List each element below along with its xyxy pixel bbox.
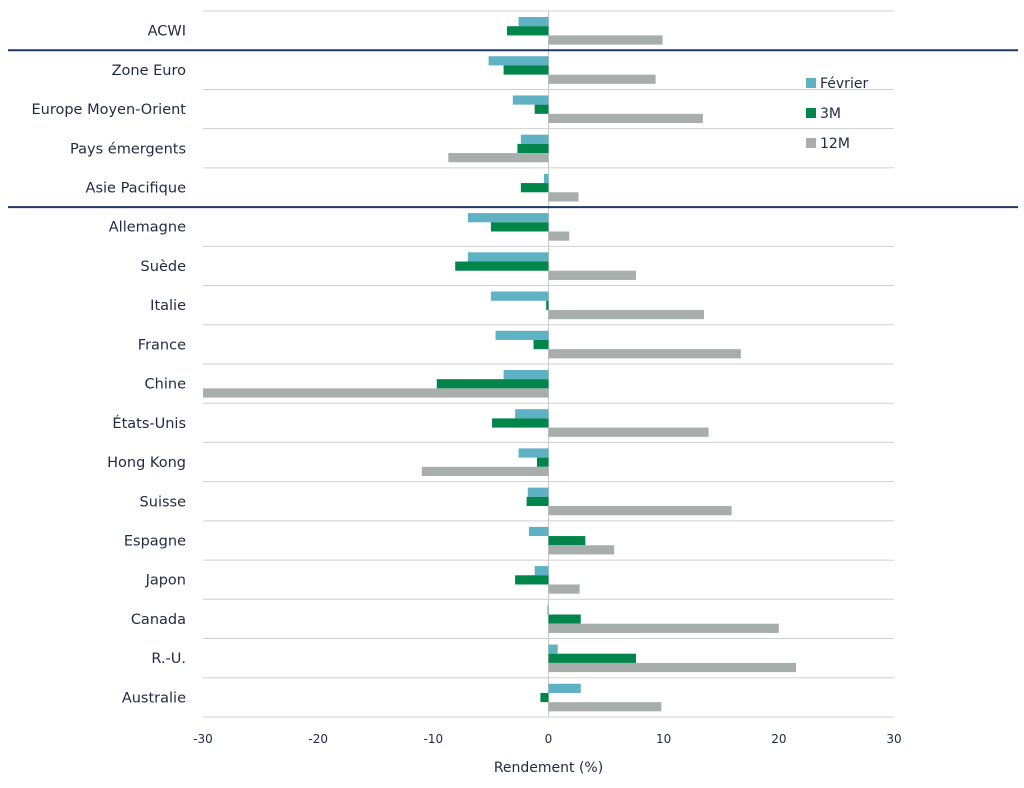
category-label: ACWI bbox=[148, 24, 186, 40]
bar-f-vrier bbox=[515, 409, 549, 419]
bar-3m bbox=[520, 183, 549, 193]
category-label: Allemagne bbox=[109, 220, 186, 236]
bar-f-vrier bbox=[543, 173, 549, 184]
bar-3m bbox=[548, 614, 581, 624]
bar-3m bbox=[503, 65, 549, 75]
bar-12m bbox=[421, 466, 549, 477]
bar-12m bbox=[548, 702, 662, 712]
category-label: Suède bbox=[141, 259, 187, 275]
bar-12m bbox=[548, 623, 779, 633]
bar-3m bbox=[536, 457, 549, 467]
bar-12m bbox=[548, 584, 580, 594]
bar-3m bbox=[548, 536, 586, 546]
bar-12m bbox=[548, 349, 741, 359]
bar-3m bbox=[546, 300, 549, 310]
bar-f-vrier bbox=[527, 487, 549, 497]
category-label: États-Unis bbox=[112, 415, 186, 432]
bar-3m bbox=[517, 143, 549, 154]
bar-12m bbox=[548, 662, 797, 673]
bar-f-vrier bbox=[518, 448, 549, 458]
bar-12m bbox=[548, 309, 704, 320]
bar-3m bbox=[492, 418, 549, 428]
bar-3m bbox=[436, 379, 549, 389]
bar-12m bbox=[548, 506, 732, 516]
legend-swatch bbox=[806, 78, 816, 88]
x-tick-label: 30 bbox=[886, 732, 901, 746]
bar-f-vrier bbox=[520, 134, 549, 144]
bar-12m bbox=[203, 388, 549, 398]
bar-12m bbox=[548, 192, 579, 202]
category-label: Canada bbox=[131, 612, 186, 628]
category-label: Asie Pacifique bbox=[86, 180, 187, 196]
bar-f-vrier bbox=[488, 56, 549, 66]
bar-12m bbox=[548, 231, 570, 241]
bar-12m bbox=[548, 545, 615, 555]
bar-f-vrier bbox=[512, 95, 549, 105]
x-tick-label: 10 bbox=[656, 732, 671, 746]
bar-3m bbox=[534, 104, 549, 114]
bar-3m bbox=[548, 653, 637, 663]
bar-f-vrier bbox=[528, 526, 549, 537]
legend-label: 3M bbox=[820, 106, 841, 122]
category-label: Hong Kong bbox=[107, 455, 186, 471]
bar-12m bbox=[548, 270, 637, 280]
bar-12m bbox=[448, 153, 549, 163]
legend-swatch bbox=[806, 138, 816, 148]
category-label: Zone Euro bbox=[112, 63, 187, 79]
bar-f-vrier bbox=[503, 369, 549, 380]
bar-f-vrier bbox=[490, 291, 549, 301]
bar-f-vrier bbox=[548, 683, 581, 693]
legend-swatch bbox=[806, 108, 816, 118]
category-label: Australie bbox=[122, 690, 186, 706]
legend-label: 12M bbox=[820, 136, 850, 152]
bar-12m bbox=[548, 74, 656, 84]
bar-3m bbox=[515, 575, 549, 585]
category-label: Suisse bbox=[140, 494, 187, 510]
bar-f-vrier bbox=[534, 566, 549, 576]
x-tick-label: -30 bbox=[193, 732, 213, 746]
bar-3m bbox=[490, 222, 549, 232]
bar-f-vrier bbox=[495, 330, 549, 340]
bar-3m bbox=[540, 692, 549, 703]
x-tick-label: 20 bbox=[771, 732, 786, 746]
bar-f-vrier bbox=[518, 17, 549, 27]
bar-3m bbox=[533, 339, 549, 350]
x-tick-label: -10 bbox=[424, 732, 444, 746]
bar-3m bbox=[455, 261, 549, 271]
category-label: Espagne bbox=[124, 533, 186, 549]
category-label: R.-U. bbox=[151, 651, 186, 667]
legend-label: Février bbox=[820, 76, 868, 92]
bar-f-vrier bbox=[547, 605, 549, 615]
bar-f-vrier bbox=[548, 644, 558, 654]
x-tick-label: -20 bbox=[308, 732, 328, 746]
category-label: Europe Moyen-Orient bbox=[31, 102, 186, 118]
bar-f-vrier bbox=[467, 213, 549, 223]
category-label: France bbox=[138, 337, 186, 353]
bar-3m bbox=[507, 26, 549, 36]
x-axis-title: Rendement (%) bbox=[494, 760, 603, 776]
bar-12m bbox=[548, 35, 663, 45]
bar-12m bbox=[548, 427, 709, 437]
bar-f-vrier bbox=[467, 252, 549, 262]
bar-3m bbox=[526, 496, 549, 507]
category-label: Pays émergents bbox=[70, 141, 186, 157]
category-label: Chine bbox=[145, 377, 187, 393]
bar-12m bbox=[548, 113, 703, 124]
category-label: Italie bbox=[150, 298, 186, 314]
category-label: Japon bbox=[145, 573, 186, 589]
x-tick-label: 0 bbox=[545, 732, 553, 746]
